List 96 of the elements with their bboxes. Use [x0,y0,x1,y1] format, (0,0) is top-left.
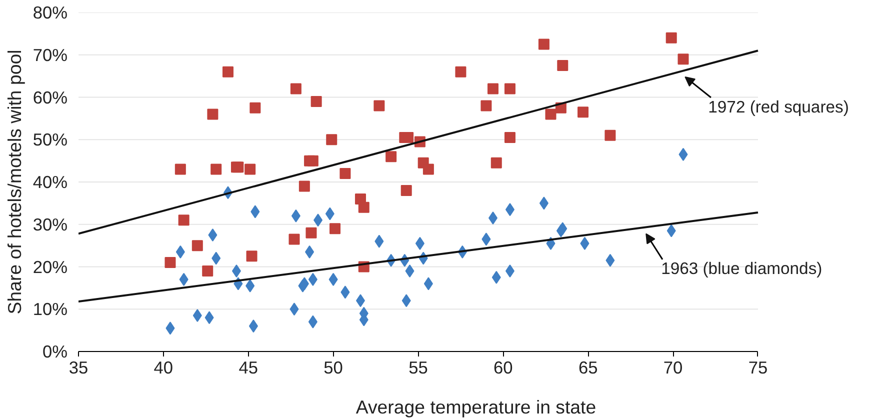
point [290,302,299,316]
point [422,164,434,175]
x-tick-label: 35 [68,358,88,378]
point [400,184,412,196]
point [505,264,514,278]
point [174,164,186,175]
y-tick-label: 80% [32,2,68,22]
x-tick-label: 75 [748,358,768,378]
point [340,286,350,299]
x-axis-title: Average temperature in state [356,396,596,418]
point [580,236,590,250]
point [306,227,317,238]
y-tick-label: 10% [32,299,68,320]
point [305,245,314,258]
point [250,205,260,218]
point [179,272,188,286]
point [490,157,502,168]
x-tick-label: 70 [663,358,683,378]
y-tick-label: 30% [32,214,68,234]
point [415,236,424,250]
point [504,83,516,94]
point [164,257,176,268]
point [208,228,218,242]
point [192,240,203,252]
point [557,60,568,71]
point [678,148,688,161]
point [455,66,466,78]
x-tick-label: 40 [154,358,174,378]
point [488,212,498,225]
point [244,164,256,175]
x-tick-label: 50 [324,358,343,378]
point [290,83,302,94]
point [328,272,338,286]
annotation: 1972 (red squares) [708,97,849,116]
point [666,224,676,238]
point [288,234,300,245]
point [678,54,689,65]
y-tick-label: 70% [32,44,68,65]
point [480,100,492,112]
point [374,100,385,112]
point [308,272,318,286]
annotation: 1963 (blue diamonds) [661,259,822,278]
point [210,164,222,175]
point [482,232,491,246]
point [212,252,221,265]
y-tick-label: 50% [32,130,68,150]
point [538,38,550,50]
point [358,202,370,213]
point [204,311,214,324]
point [330,223,341,234]
point [504,132,516,144]
point [539,196,548,210]
point [166,322,175,335]
point [545,108,556,120]
point [666,32,677,44]
point [402,294,411,308]
point [340,168,351,180]
point [222,66,234,78]
x-tick-label: 55 [408,358,428,378]
point [492,270,501,284]
point [248,320,258,333]
y-tick-label: 60% [32,87,68,108]
point [207,108,218,120]
point [386,151,397,162]
point [202,265,214,276]
point [178,214,190,226]
point [604,130,616,141]
point [192,308,202,322]
point [310,96,322,107]
point [356,294,365,308]
point [424,277,433,290]
y-tick-label: 0% [42,342,68,362]
point [298,180,310,192]
x-tick-label: 45 [238,358,258,378]
point [308,315,318,328]
x-tick-label: 60 [494,358,513,378]
point [578,106,589,118]
point [374,234,384,248]
point [326,134,338,146]
point [487,83,498,94]
point [505,203,514,216]
y-tick-label: 40% [32,172,68,192]
point [606,254,615,267]
point [246,250,258,262]
y-axis-title: Share of hotels/motels with pool [4,50,25,314]
point [176,245,185,258]
point [405,264,414,278]
point [314,214,323,227]
y-tick-label: 20% [32,256,68,277]
point [307,155,318,166]
x-tick-label: 65 [578,358,598,378]
point [325,207,334,220]
point [246,279,255,292]
point [232,264,241,278]
point [250,102,261,114]
point [291,209,300,222]
